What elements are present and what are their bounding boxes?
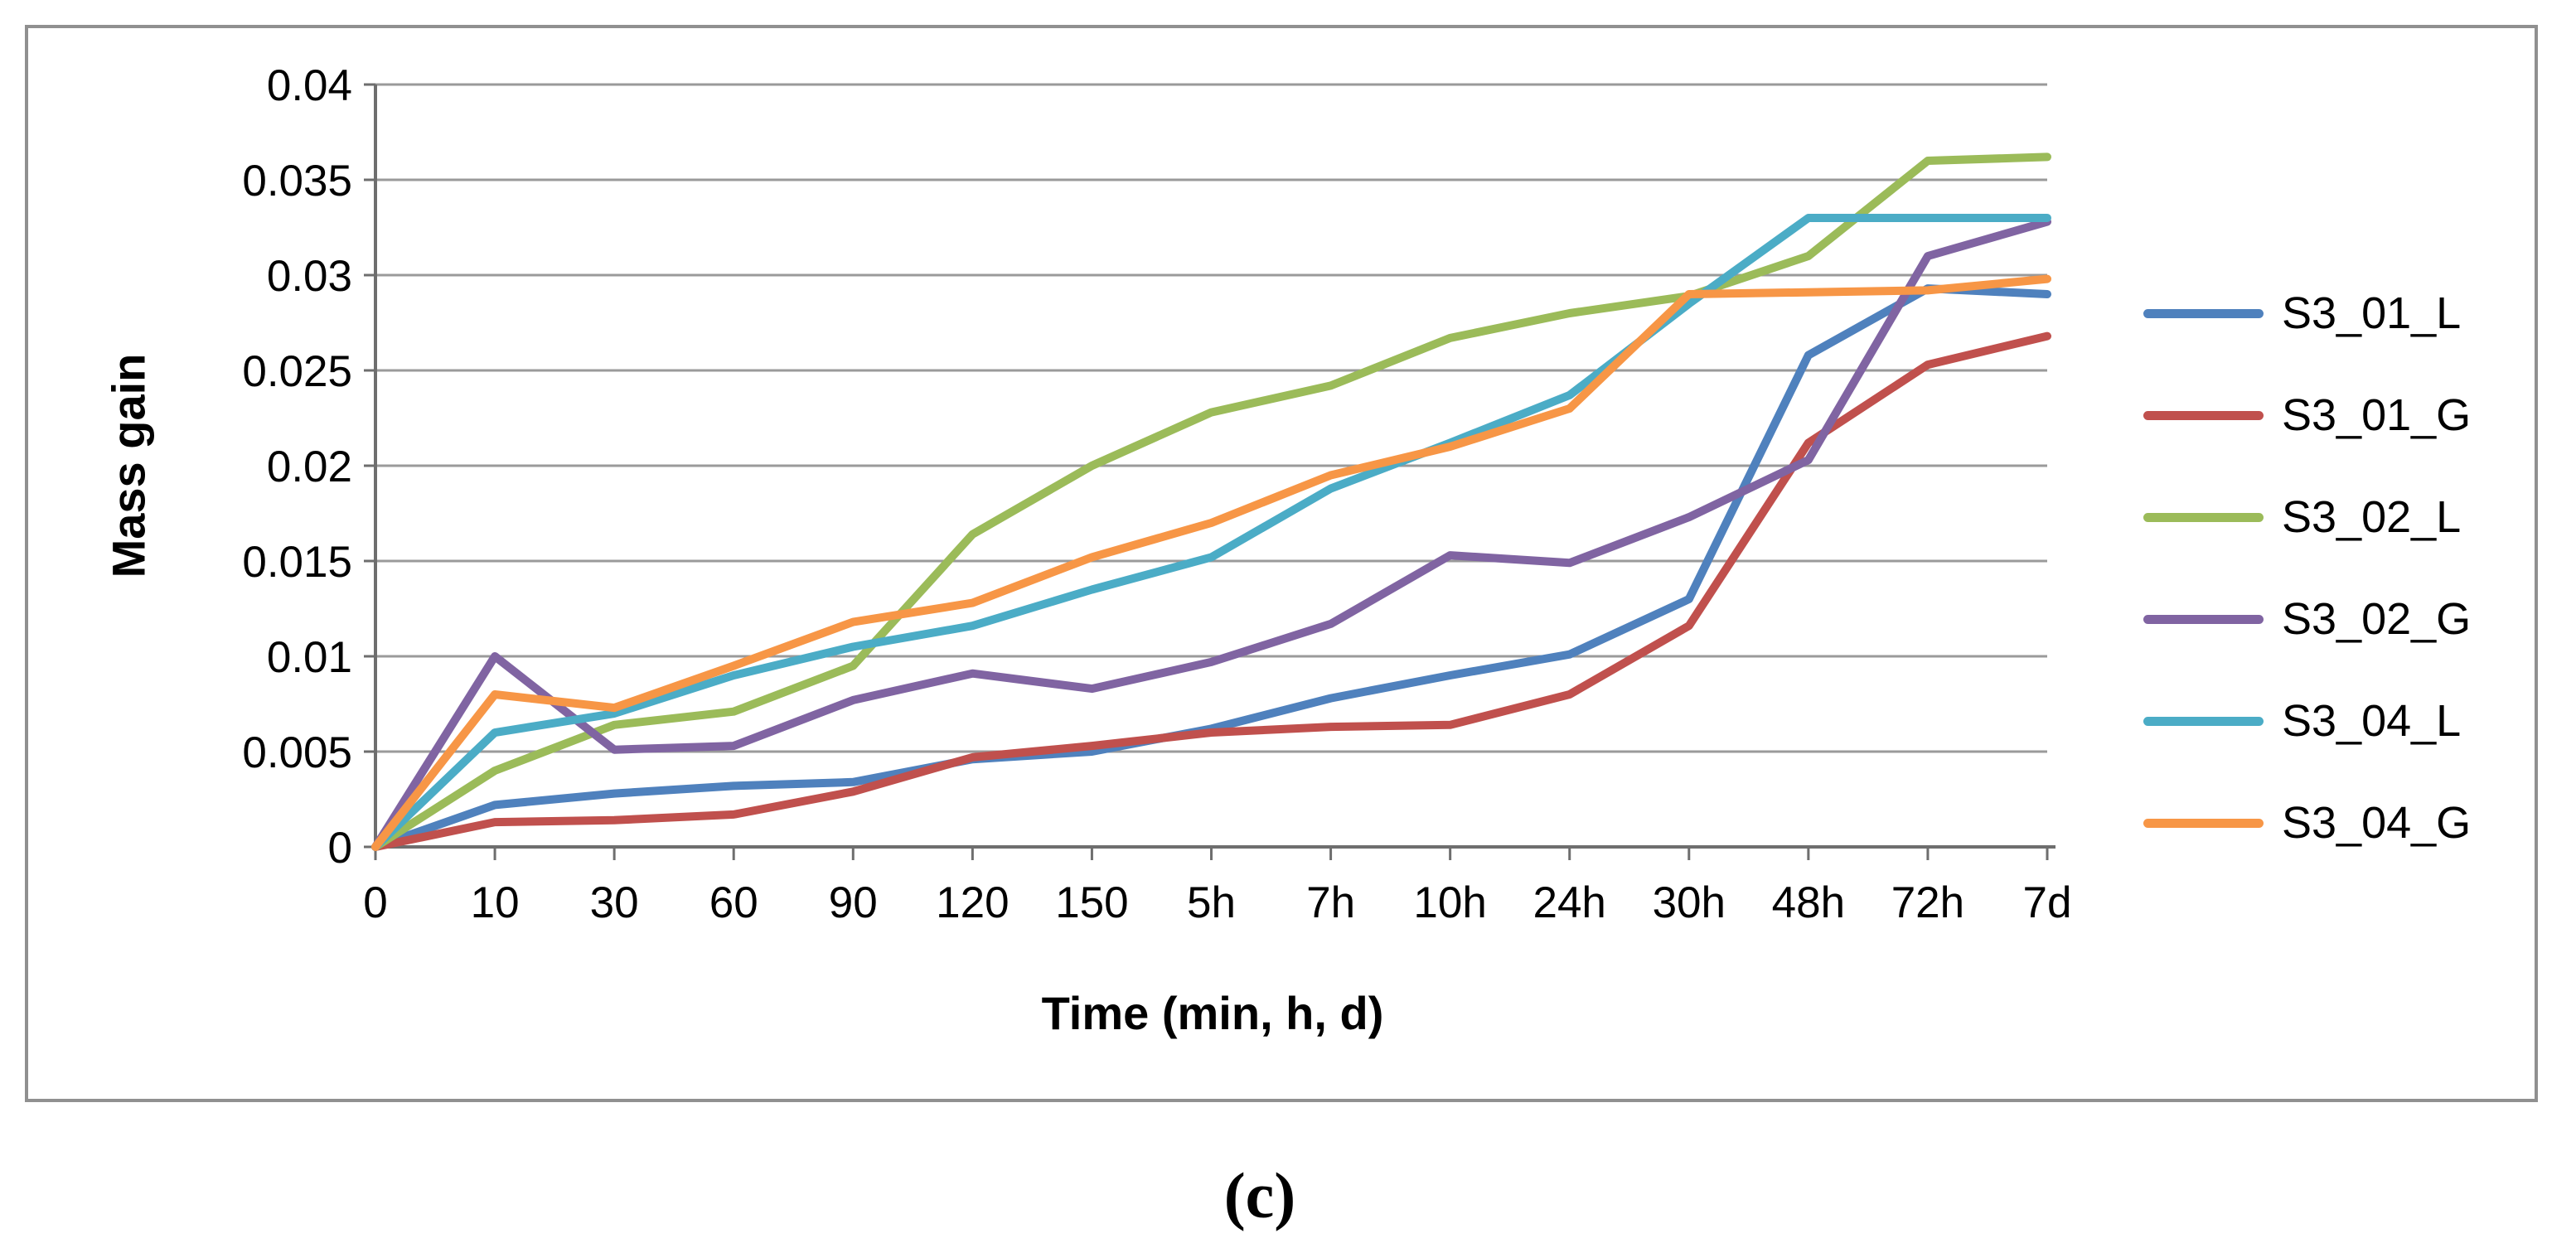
legend-label: S3_01_L [2282, 288, 2462, 338]
x-axis-tick-label: 120 [936, 878, 1009, 927]
series-line-S3_02_L [371, 152, 2051, 851]
series-line-S3_01_G [371, 331, 2051, 851]
y-axis-tick-label: 0.04 [267, 61, 352, 110]
legend-line-swatch-S3_01_L [2143, 308, 2264, 318]
legend-label: S3_02_G [2282, 594, 2472, 644]
legend-entry-S3_02_G: S3_02_G [2143, 594, 2471, 644]
x-axis-tick-label: 30h [1653, 878, 1726, 927]
legend-entry-S3_04_L: S3_04_L [2143, 696, 2461, 746]
figure-caption: (c) [1223, 1159, 1296, 1231]
y-axis-title: Mass gain [102, 353, 155, 578]
series-line-S3_04_G [371, 274, 2051, 851]
y-axis-tick-label: 0 [328, 824, 352, 873]
x-axis-tick-label: 72h [1891, 878, 1964, 927]
legend-line-swatch-S3_02_G [2143, 614, 2264, 624]
x-axis-tick-label: 5h [1187, 878, 1236, 927]
x-axis-title: Time (min, h, d) [1041, 987, 1384, 1039]
chart-border-box [25, 25, 2538, 1102]
y-axis-tick-label: 0.01 [267, 633, 352, 682]
x-axis-tick-label: 7h [1306, 878, 1355, 927]
legend-label: S3_01_G [2282, 390, 2472, 440]
legend-label: S3_04_G [2282, 798, 2472, 848]
legend-entry-S3_02_L: S3_02_L [2143, 492, 2461, 542]
x-axis-tick-label: 7d [2023, 878, 2072, 927]
legend-line-swatch-S3_04_L [2143, 716, 2264, 726]
x-axis-tick-label: 10 [471, 878, 520, 927]
x-axis-tick-label: 0 [363, 878, 387, 927]
legend-entry-S3_04_G: S3_04_G [2143, 798, 2471, 848]
legend-line-swatch-S3_04_G [2143, 818, 2264, 828]
series-line-S3_01_L [371, 284, 2051, 851]
y-axis-tick-label: 0.02 [267, 443, 352, 491]
series-line-S3_04_L [371, 214, 2051, 851]
series-line-S3_02_G [371, 217, 2051, 851]
x-axis-tick-label: 24h [1533, 878, 1605, 927]
y-axis-tick-label: 0.035 [242, 157, 352, 206]
x-axis-tick-label: 60 [709, 878, 758, 927]
legend-line-swatch-S3_02_L [2143, 512, 2264, 522]
y-axis-tick-label: 0.015 [242, 538, 352, 587]
x-axis-tick-label: 10h [1413, 878, 1486, 927]
legend-label: S3_04_L [2282, 696, 2462, 746]
legend-entry-S3_01_G: S3_01_G [2143, 390, 2471, 440]
x-axis-tick-label: 30 [590, 878, 639, 927]
y-axis-tick-label: 0.025 [242, 347, 352, 396]
y-axis-tick-label: 0.005 [242, 728, 352, 777]
x-axis-tick-label: 90 [829, 878, 878, 927]
legend-entry-S3_01_L: S3_01_L [2143, 288, 2461, 338]
legend-label: S3_02_L [2282, 492, 2462, 542]
x-axis-tick-label: 150 [1055, 878, 1128, 927]
y-axis-tick-label: 0.03 [267, 252, 352, 301]
legend-line-swatch-S3_01_G [2143, 410, 2264, 420]
x-axis-tick-label: 48h [1772, 878, 1845, 927]
